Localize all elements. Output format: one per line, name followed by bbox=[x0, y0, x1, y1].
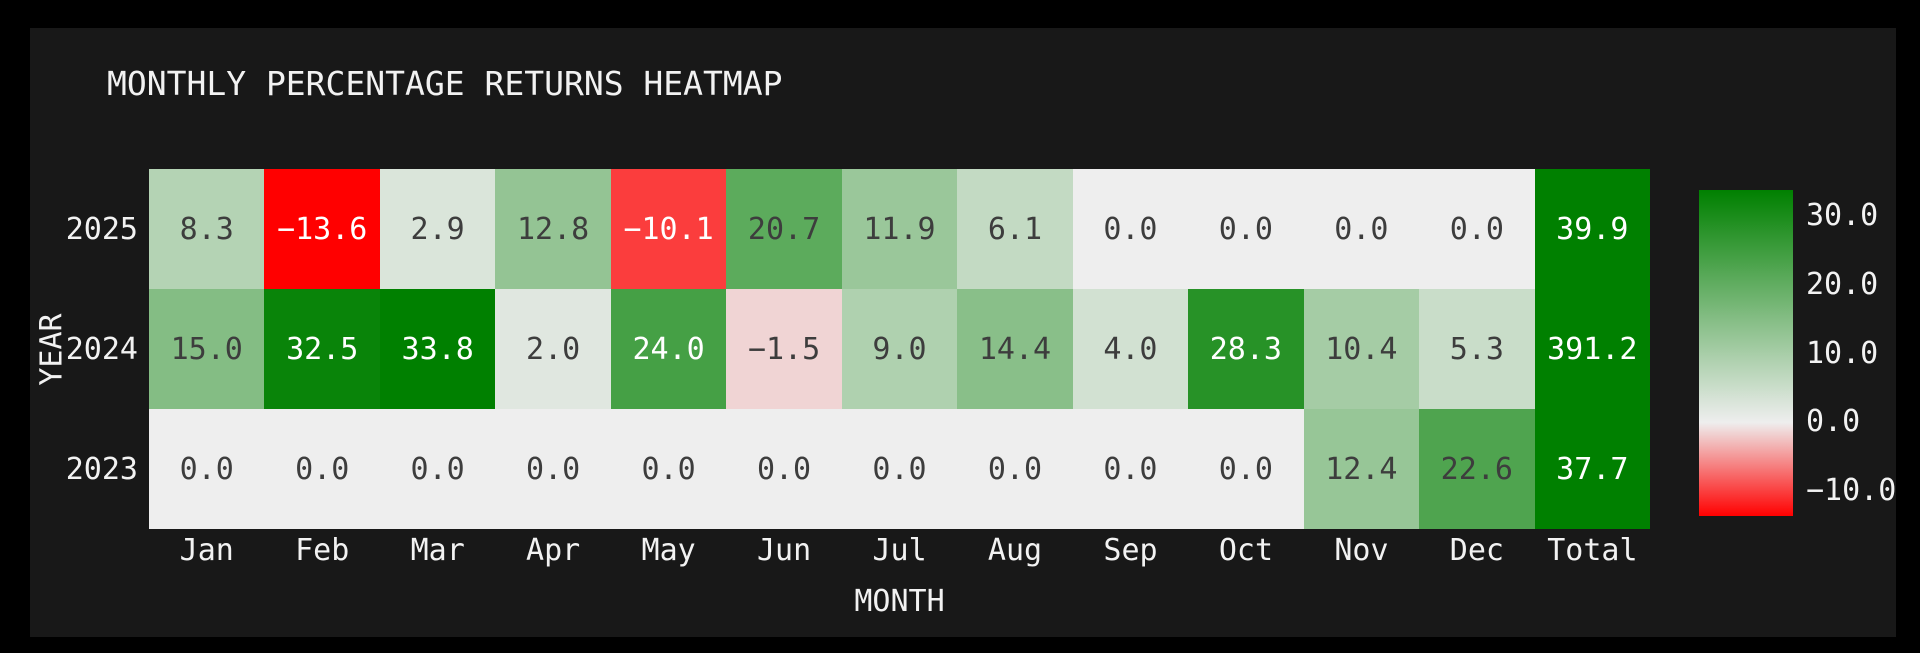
colorbar-tick-label: 30.0 bbox=[1806, 198, 1879, 233]
heatmap-cell: 0.0 bbox=[149, 409, 265, 529]
heatmap-cell: 12.4 bbox=[1303, 409, 1420, 529]
heatmap-cell: 37.7 bbox=[1534, 409, 1650, 529]
chart-title: MONTHLY PERCENTAGE RETURNS HEATMAP bbox=[107, 64, 783, 103]
heatmap-cell: 0.0 bbox=[610, 409, 727, 529]
heatmap-cell: 11.9 bbox=[841, 169, 958, 289]
heatmap-cell: 0.0 bbox=[264, 409, 380, 529]
heatmap-cell: 14.4 bbox=[957, 289, 1073, 409]
heatmap-cell: 0.0 bbox=[726, 409, 842, 529]
heatmap-cell: 15.0 bbox=[149, 289, 265, 409]
x-tick-label: Apr bbox=[526, 533, 581, 568]
x-tick-label: Total bbox=[1547, 533, 1638, 568]
heatmap-cell: 0.0 bbox=[1072, 169, 1189, 289]
y-tick-label: 2025 bbox=[65, 211, 138, 247]
heatmap-cell: 12.8 bbox=[495, 169, 611, 289]
heatmap-cell: 0.0 bbox=[495, 409, 611, 529]
x-tick-label: May bbox=[641, 533, 696, 568]
heatmap-cell: 0.0 bbox=[1072, 409, 1189, 529]
heatmap-cell: 0.0 bbox=[379, 409, 496, 529]
x-tick-label: Feb bbox=[295, 533, 350, 568]
heatmap-cell: −1.5 bbox=[726, 289, 842, 409]
colorbar-tick-label: 10.0 bbox=[1806, 336, 1879, 371]
heatmap-cell: 20.7 bbox=[726, 169, 842, 289]
heatmap-grid: 8.3 −13.6 2.9 12.8 −10.1 20.7 11.9 6.1 0.0 0.0 0.0… bbox=[149, 169, 1650, 529]
y-tick-label: 2024 bbox=[65, 331, 138, 367]
heatmap-cell: 0.0 bbox=[957, 409, 1073, 529]
heatmap-cell: 0.0 bbox=[1188, 409, 1304, 529]
heatmap-cell: 10.4 bbox=[1303, 289, 1420, 409]
figure-panel: MONTHLY PERCENTAGE RETURNS HEATMAP YEAR … bbox=[30, 28, 1896, 637]
heatmap-cell: 32.5 bbox=[264, 289, 380, 409]
heatmap-cell: 33.8 bbox=[379, 289, 496, 409]
heatmap-cell: −10.1 bbox=[610, 169, 727, 289]
heatmap-cell: 8.3 bbox=[149, 169, 265, 289]
heatmap-cell: 2.9 bbox=[379, 169, 496, 289]
heatmap-cell: 22.6 bbox=[1419, 409, 1535, 529]
x-tick-label: Jan bbox=[179, 533, 234, 568]
heatmap-cell: 24.0 bbox=[610, 289, 727, 409]
x-tick-label: Mar bbox=[410, 533, 465, 568]
heatmap-cell: 0.0 bbox=[1303, 169, 1420, 289]
x-tick-label: Jun bbox=[756, 533, 812, 568]
heatmap-cell: 28.3 bbox=[1188, 289, 1304, 409]
heatmap-cell: 9.0 bbox=[841, 289, 958, 409]
y-axis-ticks: 2025 2024 2023 bbox=[30, 169, 138, 529]
x-axis-title: MONTH bbox=[854, 584, 945, 619]
heatmap-cell: −13.6 bbox=[264, 169, 380, 289]
x-tick-label: Jul bbox=[872, 533, 927, 568]
x-tick-label: Oct bbox=[1218, 533, 1274, 568]
heatmap-cell: 39.9 bbox=[1534, 169, 1650, 289]
heatmap-cell: 5.3 bbox=[1419, 289, 1535, 409]
x-axis-ticks: Jan Feb Mar Apr May Jun Jul Aug Sep Oct Nov Dec Tota… bbox=[149, 533, 1650, 569]
colorbar-tick-label: 0.0 bbox=[1806, 404, 1861, 439]
y-tick-label: 2023 bbox=[65, 451, 138, 487]
heatmap-cell: 2.0 bbox=[495, 289, 611, 409]
x-tick-label: Sep bbox=[1103, 533, 1158, 568]
colorbar bbox=[1699, 190, 1793, 516]
x-tick-label: Nov bbox=[1334, 533, 1389, 568]
heatmap-cell: 0.0 bbox=[1188, 169, 1304, 289]
heatmap-cell: 4.0 bbox=[1072, 289, 1189, 409]
colorbar-tick-label: −10.0 bbox=[1806, 473, 1897, 508]
x-tick-label: Dec bbox=[1449, 533, 1504, 568]
heatmap-cell: 0.0 bbox=[1419, 169, 1535, 289]
heatmap-cell: 0.0 bbox=[841, 409, 958, 529]
heatmap-cell: 6.1 bbox=[957, 169, 1073, 289]
colorbar-tick-label: 20.0 bbox=[1806, 267, 1879, 302]
x-tick-label: Aug bbox=[987, 533, 1043, 568]
heatmap-cell: 391.2 bbox=[1534, 289, 1650, 409]
